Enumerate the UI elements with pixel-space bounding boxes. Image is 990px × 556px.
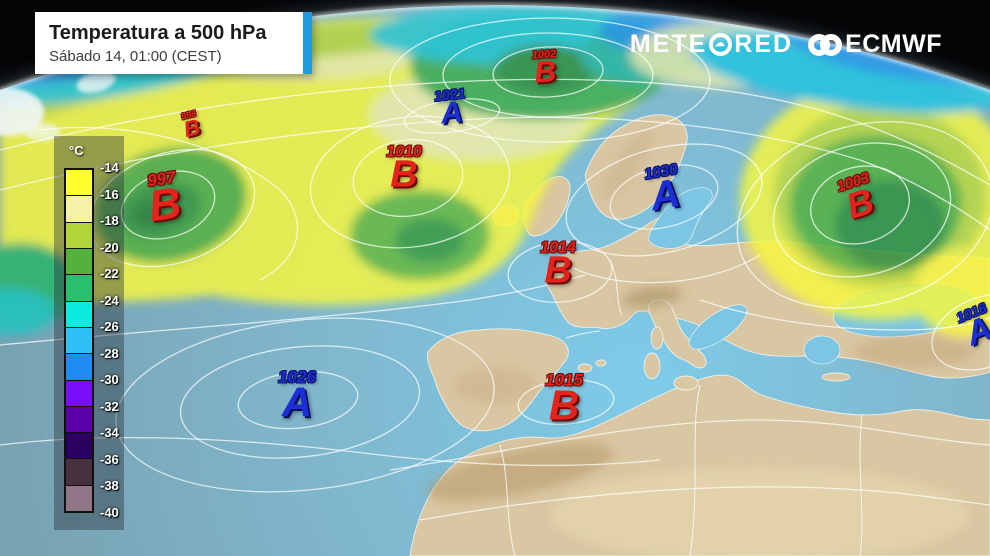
meteored-o-cloud-icon: ☁ — [709, 33, 733, 56]
legend-swatch — [66, 170, 92, 197]
temperature-legend: °C -14 -16 -18 -20 -22 -24 -26 -28 -30 -32 -34 -36 -… — [54, 136, 124, 530]
legend-swatch — [66, 485, 92, 512]
legend-unit-label: °C — [69, 143, 84, 158]
meteored-text-prefix: METE — [629, 30, 708, 58]
legend-swatch — [66, 222, 92, 249]
legend-tick-label: -26 — [100, 319, 119, 335]
legend-tick-label: -38 — [100, 478, 119, 494]
legend-tick-label: -30 — [100, 372, 119, 388]
ice-highlights — [0, 71, 116, 141]
country-borders — [499, 259, 863, 556]
legend-color-bar — [64, 168, 94, 513]
legend-tick-label: -36 — [100, 451, 119, 467]
legend-swatch — [66, 248, 92, 276]
meteored-logo: METE ☁ RED — [630, 30, 793, 59]
legend-swatch — [66, 301, 92, 328]
legend-swatch — [66, 433, 92, 460]
legend-tick-label: -20 — [100, 239, 119, 255]
legend-ticks: -14 -16 -18 -20 -22 -24 -26 -28 -30 -32 -34 -36 -38 -… — [100, 160, 134, 520]
legend-swatch — [66, 275, 92, 302]
legend-swatch — [66, 380, 92, 407]
legend-swatch — [66, 196, 92, 223]
map-datetime: Sábado 14, 01:00 (CEST) — [49, 48, 222, 65]
legend-tick-label: -22 — [100, 266, 119, 282]
legend-tick-label: -18 — [100, 213, 119, 229]
ecmwf-text: ECMWF — [845, 30, 942, 58]
atmosphere-glow — [0, 0, 990, 96]
temperature-overlay — [0, 5, 990, 337]
legend-tick-label: -16 — [100, 186, 119, 202]
legend-tick-label: -34 — [100, 425, 119, 441]
legend-tick-label: -32 — [100, 398, 119, 414]
legend-swatch — [66, 459, 92, 486]
legend-tick-label: -14 — [100, 160, 119, 175]
brand-bar: METE ☁ RED ECMWF — [630, 30, 942, 59]
legend-swatch — [66, 327, 92, 355]
map-title-card: Temperatura a 500 hPa Sábado 14, 01:00 (… — [35, 12, 312, 74]
ecmwf-rings-icon — [808, 33, 843, 56]
legend-tick-label: -28 — [100, 345, 119, 361]
meteored-text-suffix: RED — [734, 30, 794, 58]
ecmwf-logo: ECMWF — [807, 30, 942, 59]
legend-swatch — [66, 354, 92, 381]
legend-tick-label: -40 — [100, 505, 119, 520]
isobar-contours — [0, 17, 990, 521]
map-title: Temperatura a 500 hPa — [49, 22, 267, 44]
legend-tick-label: -24 — [100, 292, 119, 308]
legend-swatch — [66, 406, 92, 434]
